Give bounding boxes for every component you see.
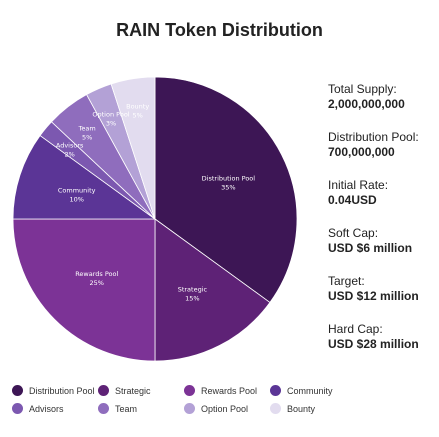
- info-value: 2,000,000,000: [328, 97, 405, 111]
- legend-item-option-pool: Option Pool: [184, 403, 248, 414]
- legend-swatch: [270, 403, 281, 414]
- info-block: Initial Rate: 0.04USD: [328, 178, 438, 208]
- legend-item-team: Team: [98, 403, 137, 414]
- legend-item-distribution-pool: Distribution Pool: [12, 385, 95, 396]
- info-label: Hard Cap:: [328, 322, 383, 336]
- info-value: 700,000,000: [328, 145, 395, 159]
- info-label: Total Supply:: [328, 82, 397, 96]
- legend-swatch: [270, 385, 281, 396]
- info-value: 0.04USD: [328, 193, 377, 207]
- legend-swatch: [184, 403, 195, 414]
- pie-slice-strategic: [154, 218, 271, 362]
- legend-item-bounty: Bounty: [270, 403, 315, 414]
- info-label: Soft Cap:: [328, 226, 379, 240]
- legend-row: Advisors Team Option Pool Bounty: [12, 403, 432, 421]
- legend-item-advisors: Advisors: [12, 403, 64, 414]
- info-value: USD $6 million: [328, 241, 413, 255]
- info-block: Distribution Pool: 700,000,000: [328, 130, 438, 160]
- slice-label-option-pool: Option Pool 3%: [92, 110, 129, 127]
- info-block: Soft Cap: USD $6 million: [328, 226, 438, 256]
- pie-slice-distribution-pool: [154, 76, 298, 304]
- pie-slice-community: [12, 134, 157, 220]
- legend-label: Strategic: [115, 385, 151, 396]
- slice-label-community: Community 10%: [58, 187, 96, 204]
- slice-label-strategic: Strategic 15%: [178, 285, 208, 302]
- legend-swatch: [12, 403, 23, 414]
- slice-label-advisors: Advisors 2%: [56, 141, 84, 158]
- legend-label: Bounty: [287, 403, 316, 414]
- pie-slice-rewards-pool: [12, 218, 156, 362]
- legend-swatch: [12, 385, 23, 396]
- legend-item-community: Community: [270, 385, 333, 396]
- info-label: Distribution Pool:: [328, 130, 419, 144]
- legend-label: Distribution Pool: [29, 385, 95, 396]
- info-label: Initial Rate:: [328, 178, 389, 192]
- legend-row: Distribution Pool Strategic Rewards Pool Co…: [12, 385, 432, 403]
- info-block: Target: USD $12 million: [328, 274, 438, 304]
- pie-slice-bounty: [110, 76, 156, 220]
- legend-swatch: [98, 385, 109, 396]
- legend-swatch: [184, 385, 195, 396]
- info-block: Hard Cap: USD $28 million: [328, 322, 438, 352]
- info-value: USD $12 million: [328, 289, 419, 303]
- legend-swatch: [98, 403, 109, 414]
- info-label: Target:: [328, 274, 365, 288]
- legend-label: Option Pool: [201, 403, 249, 414]
- pie-chart: Distribution Pool 35% Strategic 15% Rewards …: [12, 76, 298, 362]
- legend-item-strategic: Strategic: [98, 385, 151, 396]
- slice-label-bounty: Bounty 5%: [126, 103, 149, 120]
- info-value: USD $28 million: [328, 337, 419, 351]
- legend-label: Community: [287, 385, 333, 396]
- slice-label-rewards-pool: Rewards Pool 25%: [75, 270, 118, 287]
- legend-label: Team: [115, 403, 138, 414]
- legend-label: Rewards Pool: [201, 385, 258, 396]
- legend-item-rewards-pool: Rewards Pool: [184, 385, 257, 396]
- slice-label-team: Team 5%: [78, 124, 96, 141]
- chart-title: RAIN Token Distribution: [116, 20, 323, 40]
- legend: Distribution Pool Strategic Rewards Pool Co…: [12, 385, 432, 421]
- legend-label: Advisors: [29, 403, 64, 414]
- info-block: Total Supply: 2,000,000,000: [328, 82, 438, 112]
- slice-label-distribution-pool: Distribution Pool 35%: [202, 175, 256, 192]
